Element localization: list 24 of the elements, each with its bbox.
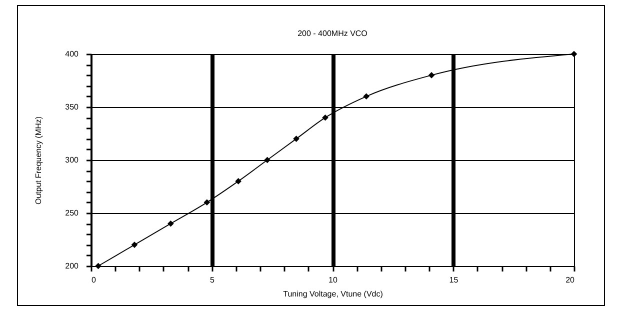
y-tick-label: 400 (65, 50, 80, 58)
y-tick-label: 250 (65, 208, 80, 218)
x-tick-label: 0 (92, 276, 96, 284)
y-axis-title: Output Frequency (MHz) (34, 116, 44, 205)
point (131, 242, 138, 248)
point (293, 136, 300, 142)
point (168, 220, 174, 227)
x-tick-label: 20 (566, 276, 576, 284)
chart-title: 200 - 400MHz VCO (298, 29, 368, 38)
point (264, 156, 270, 164)
point (570, 50, 578, 58)
x-tick-label: 15 (449, 276, 459, 284)
y-tick-label: 200 (65, 262, 80, 270)
point (322, 114, 328, 121)
x-tick-label: 5 (210, 276, 216, 284)
point (428, 72, 435, 78)
y-tick-label: 300 (65, 156, 80, 164)
point (363, 93, 370, 100)
y-tick-label: 350 (65, 102, 80, 112)
x-tick-label: 10 (328, 276, 338, 284)
x-axis-title: Tuning Voltage, Vtune (Vdc) (283, 290, 384, 298)
point (204, 199, 210, 206)
point (235, 178, 242, 184)
point (95, 262, 102, 270)
